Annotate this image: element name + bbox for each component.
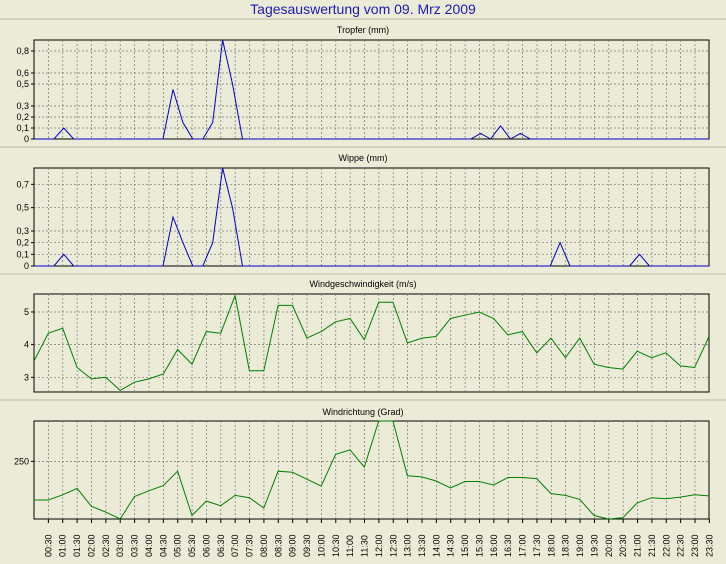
x-tick-label: 21:30 [647, 534, 657, 557]
x-tick-label: 17:30 [532, 534, 542, 557]
x-tick-label: 05:30 [187, 534, 197, 557]
plot-area [33, 293, 710, 393]
x-tick-label: 08:00 [259, 534, 269, 557]
x-tick-label: 13:00 [403, 534, 413, 557]
x-tick-label: 09:30 [302, 534, 312, 557]
panel-title: Tropfer (mm) [337, 25, 389, 35]
x-tick-label: 05:00 [173, 534, 183, 557]
y-tick-label: 0,2 [16, 112, 29, 122]
x-tick-label: 03:30 [130, 534, 140, 557]
chart-panel-3: Windgeschwindigkeit (m/s) 3 4 5 [0, 273, 726, 393]
panel-title: Windrichtung (Grad) [322, 407, 403, 417]
y-tick-label: 3 [24, 372, 29, 382]
plot-area [33, 39, 710, 140]
x-tick-label: 07:00 [230, 534, 240, 557]
x-tick-label: 17:00 [518, 534, 528, 557]
x-tick-label: 12:00 [374, 534, 384, 557]
x-tick-label: 08:30 [273, 534, 283, 557]
y-tick-label: 250 [14, 456, 29, 466]
x-tick-label: 22:30 [676, 534, 686, 557]
x-tick-label: 18:00 [546, 534, 556, 557]
series-line [33, 293, 710, 392]
y-tick-label: 0,1 [16, 249, 29, 259]
y-tick-label: 0,1 [16, 123, 29, 133]
x-tick-label: 06:00 [201, 534, 211, 557]
x-tick-label: 04:00 [144, 534, 154, 557]
x-tick-label: 16:30 [503, 534, 513, 557]
x-tick-label: 02:30 [101, 534, 111, 557]
y-tick-label: 4 [24, 340, 29, 350]
x-tick-label: 15:00 [460, 534, 470, 557]
x-tick-label: 19:00 [575, 534, 585, 557]
chart-panel-1: Tropfer (mm) 00,10,20,3 0,50,6 0,8 [0, 18, 726, 144]
x-tick-label: 15:30 [474, 534, 484, 557]
x-tick-label: 01:00 [58, 534, 68, 557]
x-tick-label: 20:00 [604, 534, 614, 557]
x-tick-label: 21:00 [633, 534, 643, 557]
x-tick-label: 11:00 [345, 535, 355, 557]
y-tick-label: 0 [24, 261, 29, 271]
series-line [34, 420, 710, 520]
x-tick-label: 04:30 [158, 534, 168, 557]
y-tick-label: 0,5 [16, 203, 29, 213]
x-tick-label: 11:30 [360, 535, 370, 557]
x-tick-label: 10:30 [331, 534, 341, 557]
x-tick-label: 01:30 [72, 534, 82, 557]
y-tick-label: 0,5 [16, 79, 29, 89]
x-tick-label: 13:30 [417, 534, 427, 557]
chart-panel-2: Wippe (mm) 0 0,10,2 0,3 0,5 0,7 [0, 146, 726, 271]
y-tick-label: 0 [24, 134, 29, 144]
y-tick-label: 0,7 [16, 179, 29, 189]
x-tick-label: 12:30 [388, 534, 398, 557]
y-tick-label: 0,3 [16, 226, 29, 236]
series-line [34, 39, 709, 140]
y-tick-label: 0,6 [16, 68, 29, 78]
y-tick-label: 0,8 [16, 46, 29, 56]
x-tick-label: 06:30 [216, 534, 226, 557]
y-tick-label: 0,3 [16, 101, 29, 111]
x-tick-label: 07:30 [245, 534, 255, 557]
x-tick-label: 18:30 [561, 534, 571, 557]
panel-title: Windgeschwindigkeit (m/s) [309, 279, 416, 289]
x-tick-label: 00:30 [43, 534, 53, 557]
plot-area [33, 420, 710, 520]
chart-panel-4: Windrichtung (Grad) 250 [0, 399, 726, 520]
plot-area [33, 167, 710, 267]
x-tick-label: 14:00 [431, 534, 441, 557]
x-tick-label: 20:30 [618, 534, 628, 557]
x-tick-label: 09:00 [288, 534, 298, 557]
panel-title: Wippe (mm) [339, 153, 388, 163]
x-tick-label: 16:00 [489, 534, 499, 557]
y-tick-label: 0,2 [16, 238, 29, 248]
page-title: Tagesauswertung vom 09. Mrz 2009 [250, 1, 476, 17]
x-tick-label: 10:00 [316, 534, 326, 557]
x-tick-label: 22:00 [661, 534, 671, 557]
x-tick-label: 14:30 [446, 534, 456, 557]
x-tick-label: 03:00 [115, 534, 125, 557]
series-line [34, 167, 709, 267]
y-tick-label: 5 [24, 307, 29, 317]
x-axis: 00:30 01:00 01:30 02:00 02:30 03:00 03:30 04:00… [43, 519, 714, 557]
x-tick-label: 19:30 [589, 534, 599, 557]
x-tick-label: 23:30 [704, 534, 714, 557]
x-tick-label: 23:00 [690, 534, 700, 557]
x-tick-label: 02:00 [86, 534, 96, 557]
